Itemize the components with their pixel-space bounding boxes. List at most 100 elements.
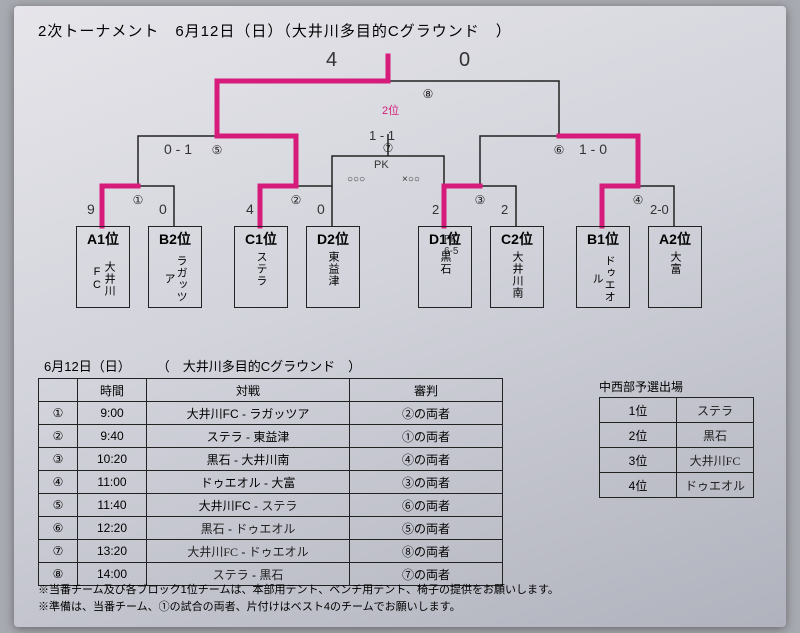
table-row: ④11:00ドゥエオル - 大富③の両者 <box>39 471 503 494</box>
team-rank: A1位 <box>77 227 129 249</box>
svg-text:2: 2 <box>501 202 508 217</box>
svg-text:②: ② <box>291 193 302 207</box>
schedule-header-row: 時間 対戦 審判 <box>39 379 503 402</box>
row-match: 大井川FC - ドゥエオル <box>147 540 350 563</box>
row-ref: ③の両者 <box>350 471 503 494</box>
team-name: 黒石 <box>439 251 451 275</box>
qual-team: ドゥエオル <box>677 473 754 498</box>
svg-text:1 - 0: 1 - 0 <box>579 141 607 157</box>
row-time: 11:40 <box>78 494 147 517</box>
qual-place: 2位 <box>600 423 677 448</box>
schedule-table: 時間 対戦 審判 ①9:00大井川FC - ラガッツア②の両者②9:40ステラ … <box>38 378 503 586</box>
svg-text:④: ④ <box>633 193 644 207</box>
svg-text:0 - 1: 0 - 1 <box>164 141 192 157</box>
row-ref: ⑧の両者 <box>350 540 503 563</box>
row-ref: ②の両者 <box>350 402 503 425</box>
row-num: ⑥ <box>39 517 78 540</box>
qualifier-title: 中西部予選出場 <box>599 378 754 395</box>
svg-text:4: 4 <box>326 49 337 71</box>
footnotes: ※当番チーム及び各ブロック1位チームは、本部用テント、ベンチ用テント、椅子の提供… <box>38 582 559 615</box>
qual-place: 4位 <box>600 473 677 498</box>
qual-team: 大井川FC <box>677 448 754 473</box>
team-box: D2位東益津 <box>306 226 360 308</box>
team-rank: C2位 <box>491 227 543 249</box>
qualifier-block: 中西部予選出場 1位ステラ2位黒石3位大井川FC4位ドゥエオル <box>599 378 754 498</box>
team-box: C2位大井川南 <box>490 226 544 308</box>
row-ref: ⑥の両者 <box>350 494 503 517</box>
team-name: 大井川FC <box>91 251 115 307</box>
table-row: 4位ドゥエオル <box>600 473 754 498</box>
qual-team: ステラ <box>677 398 754 423</box>
svg-text:2-0: 2-0 <box>650 202 669 217</box>
col-match: 対戦 <box>147 379 350 402</box>
row-num: ③ <box>39 448 78 471</box>
table-row: 3位大井川FC <box>600 448 754 473</box>
team-name: 大井川南 <box>511 251 523 299</box>
row-match: 大井川FC - ラガッツア <box>147 402 350 425</box>
row-match: 大井川FC - ステラ <box>147 494 350 517</box>
svg-text:0: 0 <box>317 201 325 217</box>
team-rank: C1位 <box>235 227 287 249</box>
row-ref: ⑤の両者 <box>350 517 503 540</box>
table-row: ②9:40ステラ - 東益津①の両者 <box>39 425 503 448</box>
row-match: ドゥエオル - 大富 <box>147 471 350 494</box>
qual-place: 1位 <box>600 398 677 423</box>
row-match: 黒石 - ドゥエオル <box>147 517 350 540</box>
team-box: A1位大井川FC <box>76 226 130 308</box>
svg-text:2: 2 <box>432 202 439 217</box>
table-row: ①9:00大井川FC - ラガッツア②の両者 <box>39 402 503 425</box>
team-box: C1位ステラ <box>234 226 288 308</box>
qual-place: 3位 <box>600 448 677 473</box>
team-box: B2位ラガッツア <box>148 226 202 308</box>
svg-text:×○○: ×○○ <box>402 174 420 185</box>
table-row: 2位黒石 <box>600 423 754 448</box>
col-time: 時間 <box>78 379 147 402</box>
team-rank: A2位 <box>649 227 701 249</box>
row-num: ④ <box>39 471 78 494</box>
schedule-heading: 6月12日（日） （ 大井川多目的Cグラウンド ） <box>44 356 361 375</box>
row-num: ⑦ <box>39 540 78 563</box>
row-ref: ④の両者 <box>350 448 503 471</box>
row-time: 11:00 <box>78 471 147 494</box>
team-name: 東益津 <box>327 251 339 287</box>
row-ref: ①の両者 <box>350 425 503 448</box>
team-rank: D1位 <box>419 227 471 249</box>
qual-team: 黒石 <box>677 423 754 448</box>
footnote-1: ※当番チーム及び各ブロック1位チームは、本部用テント、ベンチ用テント、椅子の提供… <box>38 582 559 599</box>
team-box: B1位ドゥエオル <box>576 226 630 308</box>
svg-text:0: 0 <box>159 201 167 217</box>
table-row: ⑤11:40大井川FC - ステラ⑥の両者 <box>39 494 503 517</box>
team-rank: D2位 <box>307 227 359 249</box>
svg-text:③: ③ <box>475 193 486 207</box>
row-time: 9:00 <box>78 402 147 425</box>
svg-text:⑤: ⑤ <box>212 143 223 157</box>
table-row: ⑥12:20黒石 - ドゥエオル⑤の両者 <box>39 517 503 540</box>
row-num: ② <box>39 425 78 448</box>
svg-text:0: 0 <box>459 49 470 71</box>
svg-text:⑧: ⑧ <box>423 87 434 101</box>
svg-text:⑦: ⑦ <box>383 141 394 155</box>
team-box: D1位黒石 <box>418 226 472 308</box>
row-match: 黒石 - 大井川南 <box>147 448 350 471</box>
svg-text:①: ① <box>133 193 144 207</box>
svg-text:PK: PK <box>374 159 389 171</box>
col-num <box>39 379 78 402</box>
row-time: 13:20 <box>78 540 147 563</box>
row-time: 9:40 <box>78 425 147 448</box>
col-ref: 審判 <box>350 379 503 402</box>
team-name: 大富 <box>669 251 681 275</box>
table-row: ⑦13:20大井川FC - ドゥエオル⑧の両者 <box>39 540 503 563</box>
team-name: ステラ <box>255 251 267 287</box>
footnote-2: ※準備は、当番チーム、①の試合の両者、片付けはベスト4のチームでお願いします。 <box>38 599 559 616</box>
team-name: ラガッツア <box>163 251 187 307</box>
row-time: 12:20 <box>78 517 147 540</box>
row-match: ステラ - 東益津 <box>147 425 350 448</box>
team-rank: B1位 <box>577 227 629 249</box>
svg-text:1 - 1: 1 - 1 <box>369 128 395 143</box>
qualifier-table: 1位ステラ2位黒石3位大井川FC4位ドゥエオル <box>599 397 754 498</box>
team-rank: B2位 <box>149 227 201 249</box>
svg-text:2位: 2位 <box>382 103 399 117</box>
svg-text:4: 4 <box>246 201 254 217</box>
table-row: ③10:20黒石 - 大井川南④の両者 <box>39 448 503 471</box>
row-time: 10:20 <box>78 448 147 471</box>
